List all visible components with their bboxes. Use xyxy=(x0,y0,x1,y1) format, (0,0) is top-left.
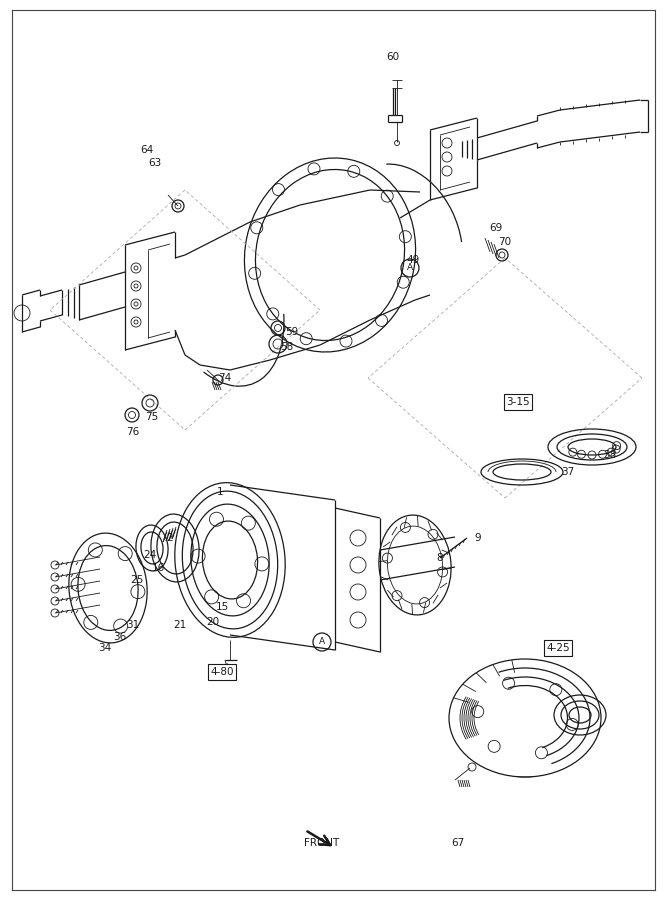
Text: 59: 59 xyxy=(285,327,299,337)
Text: 67: 67 xyxy=(452,838,465,848)
Text: 60: 60 xyxy=(386,52,400,62)
Text: A: A xyxy=(407,264,413,273)
Text: 34: 34 xyxy=(98,643,111,653)
Text: 64: 64 xyxy=(140,145,153,155)
Text: 63: 63 xyxy=(148,158,161,168)
Text: 36: 36 xyxy=(113,632,127,642)
Text: 9: 9 xyxy=(475,533,482,543)
Text: 8: 8 xyxy=(437,553,444,563)
Text: 15: 15 xyxy=(215,602,229,612)
Text: FRONT: FRONT xyxy=(304,838,340,848)
Text: 3-15: 3-15 xyxy=(506,397,530,407)
Text: 25: 25 xyxy=(130,575,143,585)
Text: 58: 58 xyxy=(280,342,293,352)
Text: 2: 2 xyxy=(167,533,173,543)
Text: 74: 74 xyxy=(218,373,231,383)
Text: 75: 75 xyxy=(145,412,159,422)
Text: 38: 38 xyxy=(604,450,616,460)
Text: 21: 21 xyxy=(173,620,187,630)
Text: A: A xyxy=(319,637,325,646)
Text: 70: 70 xyxy=(498,237,512,247)
Text: 16: 16 xyxy=(151,563,165,573)
Text: 4-80: 4-80 xyxy=(210,667,233,677)
Text: 37: 37 xyxy=(562,467,575,477)
Text: 49: 49 xyxy=(406,255,420,265)
Text: 69: 69 xyxy=(490,223,503,233)
Text: 24: 24 xyxy=(143,550,157,560)
Text: 31: 31 xyxy=(126,620,139,630)
Text: 20: 20 xyxy=(207,617,219,627)
Text: 4-25: 4-25 xyxy=(546,643,570,653)
Text: 76: 76 xyxy=(126,427,139,437)
Text: 1: 1 xyxy=(217,487,223,497)
